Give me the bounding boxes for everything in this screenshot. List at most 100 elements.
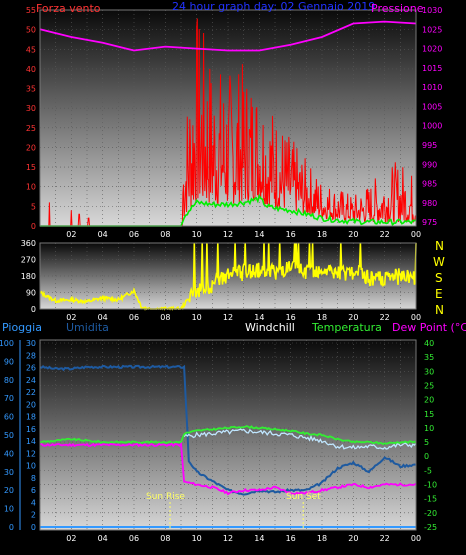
direction-panel-x-tick-label: 08 [160, 313, 170, 322]
wind-y-tick-label: 50 [26, 26, 36, 35]
temp-panel-x-tick-label: 00 [411, 534, 421, 543]
pressure-y-tick-label: 985 [422, 180, 437, 189]
humidity-y-tick-label: 12 [26, 449, 36, 458]
temp-y-tick-label: 0 [424, 452, 429, 461]
temp-panel-x-tick-label: 20 [348, 534, 358, 543]
humidity-y-tick-label: 22 [26, 388, 36, 397]
rain-y-tick-label: 50 [4, 431, 14, 440]
direction-panel-x-tick-label: 12 [223, 313, 233, 322]
humidity-y-tick-label: 2 [31, 511, 36, 520]
wind-y-tick-label: 0 [31, 222, 36, 231]
humidity-y-tick-label: 26 [26, 364, 36, 373]
rain-y-tick-label: 30 [4, 468, 14, 477]
wind-y-tick-label: 40 [26, 65, 36, 74]
temp-y-tick-label: 40 [424, 339, 434, 348]
rain-y-tick-label: 10 [4, 505, 14, 514]
temp-y-tick-label: 30 [424, 367, 434, 376]
rain-y-tick-label: 0 [9, 523, 14, 532]
temp-y-tick-label: 10 [424, 424, 434, 433]
pressure-title: Pressione [371, 2, 424, 15]
pressure-y-tick-label: 1010 [422, 83, 442, 92]
direction-y-tick-label: 360 [21, 239, 36, 248]
wind-panel-x-tick-label: 12 [223, 230, 233, 239]
temp-panel-x-tick-label: 22 [380, 534, 390, 543]
sunrise-label: Sun Rise [146, 492, 185, 502]
windchill-legend: Windchill [245, 321, 295, 334]
humidity-y-tick-label: 6 [31, 486, 36, 495]
humidity-y-tick-label: 20 [26, 400, 36, 409]
wind-y-tick-label: 45 [26, 45, 36, 54]
humidity-y-tick-label: 16 [26, 425, 36, 434]
direction-label-w: W [433, 255, 445, 269]
rain-y-tick-label: 90 [4, 357, 14, 366]
wind-y-tick-label: 35 [26, 85, 36, 94]
pressure-series [39, 20, 417, 52]
temp-panel-x-tick-label: 08 [160, 534, 170, 543]
direction-panel-x-tick-label: 00 [411, 313, 421, 322]
wind-y-tick-label: 30 [26, 104, 36, 113]
wind-panel-x-tick-label: 10 [192, 230, 202, 239]
rain-y-tick-label: 100 [0, 339, 14, 348]
wind-panel-x-tick-label: 06 [129, 230, 139, 239]
wind-y-tick-label: 10 [26, 183, 36, 192]
temp-panel-x-tick-label: 04 [98, 534, 108, 543]
direction-label-e: E [435, 287, 443, 301]
wind-direction-series [39, 242, 417, 311]
temp-y-tick-label: 35 [424, 353, 434, 362]
pressure-y-tick-label: 1015 [422, 64, 442, 73]
wind-y-tick-label: 55 [26, 6, 36, 15]
temperature-series [39, 425, 417, 446]
temp-panel-background [40, 340, 416, 530]
rain-y-tick-label: 70 [4, 394, 14, 403]
temp-panel-x-tick-label: 16 [286, 534, 296, 543]
temp-y-tick-label: -10 [424, 481, 437, 490]
wind-panel-x-tick-label: 18 [317, 230, 327, 239]
windchill-series [183, 428, 417, 450]
temperature-legend: Temperatura [311, 321, 382, 334]
temp-panel-series [39, 364, 417, 530]
humidity-y-tick-label: 24 [26, 376, 36, 385]
temp-panel-x-tick-label: 02 [66, 534, 76, 543]
direction-y-tick-label: 180 [21, 272, 36, 281]
dewpoint-series [39, 442, 417, 496]
dewpoint-legend: Dew Point (°C) [392, 321, 466, 334]
temp-y-tick-label: -20 [424, 509, 437, 518]
rain-legend: Pioggia [2, 321, 42, 334]
humidity-y-tick-label: 14 [26, 437, 36, 446]
humidity-legend: Umidita [66, 321, 109, 334]
direction-panel-x-tick-label: 04 [98, 313, 108, 322]
direction-panel-x-tick-label: 14 [254, 313, 264, 322]
temp-y-tick-label: 15 [424, 410, 434, 419]
rain-y-tick-label: 40 [4, 449, 14, 458]
wind-panel-x-tick-label: 22 [380, 230, 390, 239]
direction-panel-x-tick-label: 10 [192, 313, 202, 322]
wind-panel-x-tick-label: 00 [411, 230, 421, 239]
direction-panel-x-tick-label: 18 [317, 313, 327, 322]
direction-y-tick-label: 90 [26, 289, 36, 298]
direction-panel-x-tick-label: 06 [129, 313, 139, 322]
wind-title: Forza vento [36, 2, 101, 15]
wind-panel-x-tick-label: 14 [254, 230, 264, 239]
pressure-y-tick-label: 975 [422, 218, 437, 227]
humidity-y-tick-label: 28 [26, 351, 36, 360]
temp-panel-x-tick-label: 06 [129, 534, 139, 543]
direction-y-tick-label: 270 [21, 256, 36, 265]
direction-labels: N W S E N [433, 239, 445, 317]
humidity-y-tick-label: 4 [31, 498, 36, 507]
wind-y-tick-label: 20 [26, 143, 36, 152]
temp-panel-x-tick-label: 14 [254, 534, 264, 543]
temp-panel-x-tick-label: 12 [223, 534, 233, 543]
direction-panel-series [39, 242, 417, 311]
humidity-y-tick-label: 10 [26, 462, 36, 471]
direction-panel-axes: 0 90 180 270 360 02 04 06 08 10 12 14 16 18 20 22 00 [21, 239, 421, 322]
pressure-y-tick-label: 1020 [422, 45, 442, 54]
humidity-y-tick-label: 0 [31, 523, 36, 532]
pressure-y-tick-label: 1030 [422, 6, 442, 15]
temp-panel-x-tick-label: 18 [317, 534, 327, 543]
temp-panel-x-tick-label: 10 [192, 534, 202, 543]
wind-y-tick-label: 25 [26, 124, 36, 133]
humidity-y-tick-label: 18 [26, 413, 36, 422]
wind-panel-x-tick-label: 08 [160, 230, 170, 239]
wind-panel-x-tick-label: 16 [286, 230, 296, 239]
